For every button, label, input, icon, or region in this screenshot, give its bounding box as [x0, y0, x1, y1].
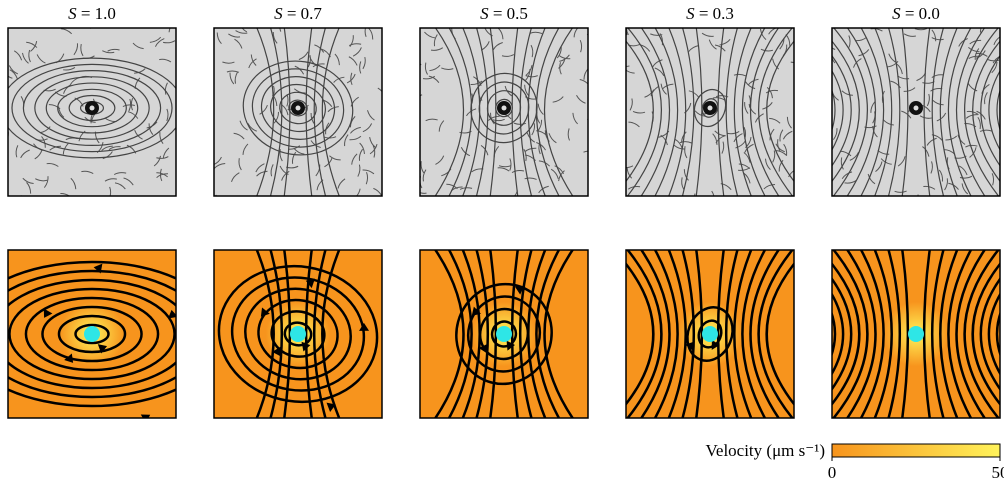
panel-equals: = — [901, 4, 919, 23]
panel-value: 0.7 — [301, 4, 323, 23]
velocity-map — [609, 245, 811, 423]
micrograph — [1, 22, 184, 208]
colorbar-tick-label: 0 — [828, 463, 837, 482]
glint — [502, 106, 507, 111]
velocity-map — [420, 245, 588, 423]
panel-title: S = 0.0 — [892, 4, 940, 23]
panel-title: S = 0.7 — [274, 4, 322, 23]
colorbar-label: Velocity (μm s⁻¹) — [706, 441, 826, 460]
panel-value: 0.3 — [713, 4, 734, 23]
panel-title: S = 0.3 — [686, 4, 734, 23]
micrograph — [772, 21, 1004, 205]
panel-value: 1.0 — [95, 4, 116, 23]
velocity-map — [209, 245, 387, 423]
particle — [84, 326, 100, 342]
micrograph — [609, 23, 811, 204]
panel-value: 0.0 — [919, 4, 940, 23]
panel-title: S = 0.5 — [480, 4, 528, 23]
particle — [290, 326, 306, 342]
velocity-map — [772, 245, 1004, 423]
panel-equals: = — [77, 4, 95, 23]
debris — [583, 151, 595, 152]
colorbar — [832, 444, 1000, 457]
particle — [496, 326, 512, 342]
panel-equals: = — [489, 4, 507, 23]
glint — [296, 106, 301, 111]
debris — [1, 183, 8, 193]
glint — [708, 106, 713, 111]
colorbar-tick-label: 50 — [992, 463, 1004, 482]
particle — [702, 326, 718, 342]
velocity-map — [0, 250, 224, 433]
glint — [90, 106, 95, 111]
panel-title: S = 1.0 — [68, 4, 116, 23]
micrograph — [213, 20, 386, 207]
particle — [908, 326, 924, 342]
panel-equals: = — [283, 4, 301, 23]
panel-equals: = — [695, 4, 713, 23]
micrograph — [410, 23, 595, 201]
arrow — [16, 420, 29, 433]
debris — [19, 195, 22, 207]
debris — [820, 94, 832, 96]
glint — [914, 106, 919, 111]
panel-value: 0.5 — [507, 4, 528, 23]
